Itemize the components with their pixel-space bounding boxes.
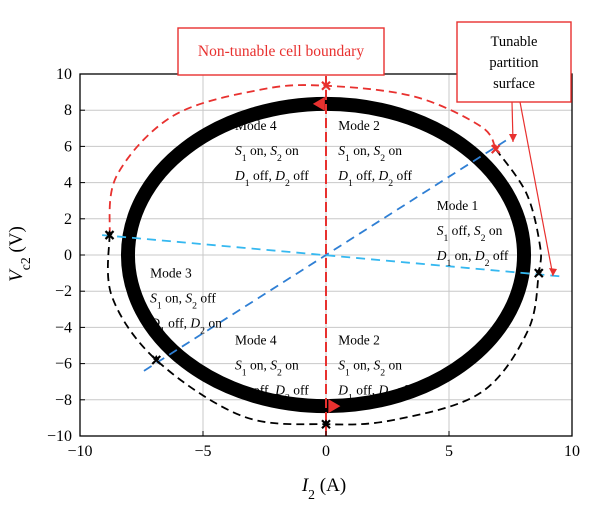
- boundary-callout: Non-tunable cell boundary: [177, 27, 385, 76]
- marker-layer: [104, 80, 557, 430]
- mode-diode-states: D1 off, D2 on: [149, 316, 222, 337]
- direction-arrow: [312, 96, 325, 111]
- partition-line: [102, 234, 565, 278]
- switch-point-marker: [321, 419, 331, 430]
- mode-label-m4-bot: Mode 4 S1 on, S2 on D1 off, D2 off: [234, 333, 309, 404]
- mode-title: Mode 1: [437, 198, 479, 213]
- mode-title: Mode 2: [338, 118, 380, 133]
- mode-switch-states: S1 on, S2 on: [235, 358, 299, 379]
- y-tick-label: 0: [64, 247, 72, 264]
- y-tick-label: −8: [55, 392, 72, 409]
- y-tick-label: −2: [55, 283, 72, 300]
- switch-point-marker: [151, 354, 162, 365]
- partition-pointer-head: [509, 134, 517, 142]
- mode-label-m2-bot: Mode 2 S1 on, S2 on D1 off, D2 off: [337, 333, 412, 404]
- x-tick-label: 10: [564, 443, 580, 460]
- y-tick-label: 8: [64, 102, 72, 119]
- partition-callout: Tunable partition surface: [456, 21, 572, 103]
- switch-point-marker: [534, 268, 544, 278]
- mode-diode-states: D1 off, D2 off: [234, 168, 309, 189]
- mode-diode-states: D1 off, D2 off: [337, 383, 412, 404]
- mode-diode-states: D1 off, D2 off: [337, 168, 412, 189]
- x-axis-label: I2 (A): [301, 475, 346, 502]
- mode-title: Mode 4: [235, 118, 277, 133]
- partition-label: Tunable partition surface: [489, 34, 539, 92]
- boundary-label: Non-tunable cell boundary: [198, 43, 364, 60]
- y-tick-label: 4: [64, 175, 72, 192]
- y-tick-label: 10: [56, 66, 72, 83]
- mode-title: Mode 4: [235, 333, 277, 348]
- x-tick-label: 5: [445, 443, 453, 460]
- mode-title: Mode 3: [150, 266, 192, 281]
- mode-label-m3: Mode 3 S1 on, S2 off D1 off, D2 on: [149, 266, 222, 337]
- mode-switch-states: S1 on, S2 off: [150, 291, 216, 312]
- mode-diode-states: D1 on, D2 off: [436, 248, 509, 269]
- mode-annotations: Mode 4 S1 on, S2 on D1 off, D2 off Mode 2 S1…: [149, 118, 509, 403]
- mode-switch-states: S1 off, S2 on: [437, 223, 503, 244]
- switch-point-marker: [104, 230, 115, 240]
- mode-switch-states: S1 on, S2 on: [338, 358, 402, 379]
- y-tick-label: −10: [47, 428, 72, 445]
- direction-arrow: [328, 399, 341, 414]
- x-tick-label: −5: [194, 443, 211, 460]
- partition-pointer: [519, 101, 554, 277]
- y-tick-label: −6: [55, 356, 72, 373]
- x-tick-label: 0: [322, 443, 330, 460]
- mode-switch-states: S1 on, S2 on: [338, 143, 402, 164]
- x-tick-label: −10: [67, 443, 92, 460]
- switch-point-marker: [321, 80, 331, 91]
- partition-line: [143, 138, 509, 372]
- tick-layer: −10 −5 0 5 10 −10 −8 −6 −4 −2 0 2 4 6 8 10: [47, 66, 580, 460]
- mode-switch-states: S1 on, S2 on: [235, 143, 299, 164]
- y-tick-label: 2: [64, 211, 72, 228]
- y-tick-label: −4: [55, 319, 72, 336]
- mode-label-m2-top: Mode 2 S1 on, S2 on D1 off, D2 off: [337, 118, 412, 189]
- dashed-orbit-red: [108, 84, 497, 236]
- dashed-orbit-black: [106, 148, 542, 426]
- switch-point-marker: [490, 144, 501, 154]
- mode-diode-states: D1 off, D2 off: [234, 383, 309, 404]
- series-layer: [102, 74, 565, 436]
- y-axis-label: Vc2 (V): [6, 226, 33, 282]
- mode-label-m1: Mode 1 S1 off, S2 on D1 on, D2 off: [436, 198, 509, 269]
- y-tick-label: 6: [64, 138, 72, 155]
- mode-title: Mode 2: [338, 333, 380, 348]
- partition-pointer-head: [549, 268, 557, 276]
- mode-label-m4-top: Mode 4 S1 on, S2 on D1 off, D2 off: [234, 118, 309, 189]
